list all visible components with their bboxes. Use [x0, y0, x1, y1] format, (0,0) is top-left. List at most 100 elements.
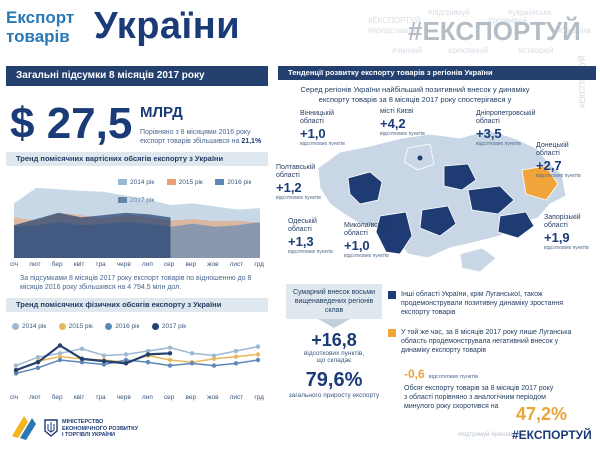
regions-intro: Серед регіонів України найбільший позити… [300, 85, 530, 104]
region-donetsk: Донецькій області +2,7 відсоткових пункт… [536, 142, 581, 179]
line-point [123, 357, 129, 363]
x-tick-label: лип [141, 394, 153, 401]
line-point [167, 357, 173, 363]
area-series-3 [14, 212, 171, 258]
decline-pct: 47,2% [516, 404, 568, 424]
contribution-value: +16,8 [311, 330, 357, 350]
line-point [57, 351, 63, 356]
summary-amount-unit: МЛРД [140, 104, 183, 121]
chart1-x-axis: січ лют бер квіт тра черв лип сер вер жов лист грд [10, 261, 264, 268]
legend-swatch [151, 323, 159, 330]
tag-1: #підтримуй [428, 8, 470, 17]
x-tick-label: бер [51, 261, 63, 268]
region-name: Миколаївській області [344, 222, 390, 237]
legend-label: 2014 рік [130, 178, 155, 186]
summary-heading: Загальні підсумки 8 місяців 2017 року [6, 66, 268, 86]
tag-9: #створюй [518, 46, 554, 54]
legend-label: 2014 рік [22, 323, 47, 330]
title-big: України [94, 5, 241, 47]
region-value: +1,2 [276, 180, 302, 195]
x-tick-label: лют [29, 261, 41, 268]
region-odesa: Одеській області +1,3 відсоткових пункті… [288, 218, 333, 255]
region-name: місті Києві [380, 108, 414, 115]
ukraine-map [317, 129, 567, 273]
legend-label: 2016 рік [115, 323, 140, 330]
region-value: +4,2 [380, 116, 406, 131]
region-vinnytsia: Вінницькій області +1,0 відсоткових пунк… [300, 110, 345, 147]
vertical-tag-text: #ЕКСПОРТУЙ [578, 55, 587, 108]
chart2-legend-item: 2016 рік [105, 323, 139, 330]
legend-label: 2017 рік [161, 323, 187, 330]
tag-4: #розвивай [488, 16, 527, 25]
region-value: +1,0 [300, 126, 326, 141]
region-name: Полтавській області [276, 164, 316, 179]
x-tick-label: січ [10, 394, 19, 401]
region-unit: відсоткових пунктів [276, 195, 321, 201]
note-luhansk-text: У той же час, за 8 місяців 2017 року лиш… [401, 329, 572, 354]
line-point [35, 365, 41, 371]
x-tick-label: квіт [73, 394, 85, 401]
line-point [79, 356, 85, 362]
note-other-regions: Інші області України, крім Луганської, т… [388, 290, 588, 317]
ministry-name: МІНІСТЕРСТВО ЕКОНОМІЧНОГО РОЗВИТКУ І ТОР… [62, 419, 139, 438]
contribution-unit: відсоткових пунктів, [303, 350, 365, 357]
chart2-legend-item: 2017 рік [151, 323, 187, 330]
region-value: +1,0 [344, 238, 370, 253]
line-point [35, 355, 41, 360]
contribution-text: Сумарний внесок восьми вищенаведених рег… [286, 284, 382, 319]
line-point [233, 348, 239, 354]
x-tick-label: вер [185, 261, 197, 268]
region-name: Запорізькій області [544, 214, 581, 229]
region-dnipro: Дніпропетровській області +3,5 відсотков… [476, 110, 536, 147]
contribution-box: Сумарний внесок восьми вищенаведених рег… [286, 284, 382, 400]
title-small: Експорт товарів [6, 8, 75, 46]
tag-7: #змінюй [392, 46, 423, 54]
x-tick-label: лют [29, 394, 41, 401]
chart1-plot [14, 187, 260, 258]
coat-of-arms-icon [44, 419, 78, 437]
tag-6: #Україна [558, 26, 591, 35]
line-point [167, 363, 173, 368]
region-value: +1,3 [288, 234, 314, 249]
summary-note-line1: Порівняно з 8 місяцями 2016 року [140, 129, 251, 136]
region-unit: відсоткових пунктів [300, 141, 345, 147]
line-point [101, 362, 107, 367]
chart2-legend-item: 2014 рік [12, 323, 46, 330]
luhansk-unit: відсоткових пунктів [428, 374, 479, 380]
tag-5: #представляй [368, 26, 420, 35]
summary-note: Порівняно з 8 місяцями 2016 року експорт… [140, 128, 270, 146]
summary-amount: $ 27,5 [10, 99, 133, 148]
region-unit: відсоткових пунктів [544, 245, 589, 251]
x-tick-label: грд [254, 261, 264, 268]
legend-swatch [58, 323, 66, 330]
legend-label: 2016 рік [227, 178, 252, 186]
x-tick-label: грд [254, 394, 264, 401]
x-tick-label: лист [229, 394, 244, 401]
chart1-legend-item: 2016 рік [215, 179, 251, 186]
legend-swatch [118, 179, 127, 185]
region-name: Донецькій області [536, 142, 569, 157]
line-point [189, 361, 195, 366]
line-point [145, 352, 151, 357]
tag-8: #рекламуй [448, 46, 489, 54]
x-tick-label: черв [116, 394, 131, 401]
chart2-plot [13, 343, 261, 376]
line-point [255, 352, 261, 357]
x-tick-label: черв [116, 261, 131, 268]
region-value: +2,7 [536, 158, 562, 173]
line-point [57, 343, 63, 348]
region-zaporizhzhia: Запорізькій області +1,9 відсоткових пун… [544, 214, 589, 251]
x-tick-label: вер [185, 394, 197, 401]
summary-note-line2-wrap: експорт товарів збільшився на 21,1% [140, 137, 270, 146]
line-point [145, 360, 151, 365]
legend-swatch [215, 179, 225, 185]
line-point [79, 360, 85, 365]
map-dark-legend-icon [388, 291, 396, 299]
legend-label: 2015 рік [178, 178, 203, 186]
region-value: +1,9 [544, 230, 570, 245]
x-tick-label: сер [163, 261, 175, 268]
line-point [211, 356, 217, 362]
region-unit: відсоткових пунктів [344, 253, 389, 259]
line-point [255, 344, 261, 349]
x-tick-label: січ [10, 261, 19, 268]
